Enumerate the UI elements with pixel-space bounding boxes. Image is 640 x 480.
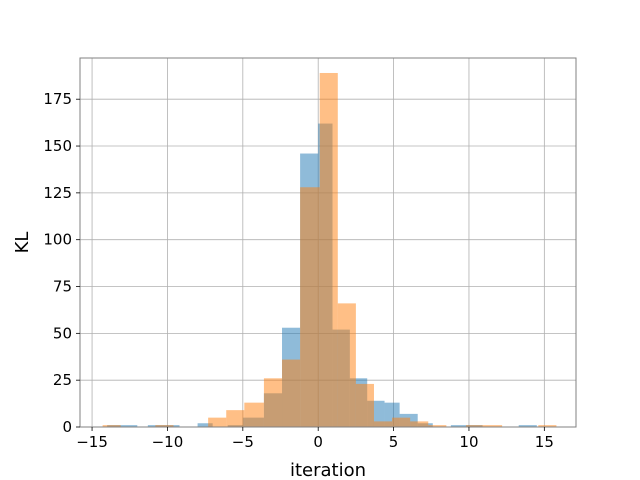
histogram-bar [300,187,320,427]
x-tick-label: −10 [152,433,184,451]
histogram-bar [337,303,356,427]
histogram-bar [410,421,429,427]
histogram-bar [319,72,338,427]
histogram-bar [373,421,393,427]
y-tick-label: 50 [53,324,72,342]
histogram-bar [518,425,537,427]
histogram-bar [244,402,264,427]
histogram-bar [155,425,174,427]
histogram-bar [226,410,245,427]
y-tick-label: 100 [43,231,72,249]
histogram-bar [484,425,503,427]
y-axis-ticks: 0 25 50 75 100 125 150 175 [43,90,80,436]
histogram-bar [465,425,485,427]
histogram-bar [355,383,374,427]
histogram-bar [538,425,557,427]
histogram-bar [208,417,227,427]
histogram-bar [282,359,301,427]
histogram-bar [392,417,411,427]
plot-frame [79,57,577,428]
histogram-bar [102,425,121,427]
histogram-bar [263,378,283,427]
x-tick-label: 10 [459,433,478,451]
y-axis-label: KL [12,232,33,254]
histogram-bar [197,423,213,427]
x-tick-label: −5 [232,433,254,451]
y-tick-label: 150 [43,137,72,155]
histogram-bars [102,72,557,427]
histogram-bar [107,425,138,427]
x-axis-label: iteration [290,460,366,480]
x-tick-label: 15 [535,433,554,451]
y-tick-label: 125 [43,184,72,202]
x-tick-label: −15 [76,433,108,451]
series-1-bars [102,72,557,427]
x-tick-label: 0 [313,433,323,451]
y-tick-label: 75 [53,278,72,296]
histogram-bar [428,425,447,427]
x-axis-ticks: −15 −10 −5 0 5 10 15 [76,427,554,451]
x-tick-label: 5 [389,433,399,451]
y-tick-label: 0 [62,418,72,436]
y-tick-label: 175 [43,90,72,108]
y-tick-label: 25 [53,371,72,389]
